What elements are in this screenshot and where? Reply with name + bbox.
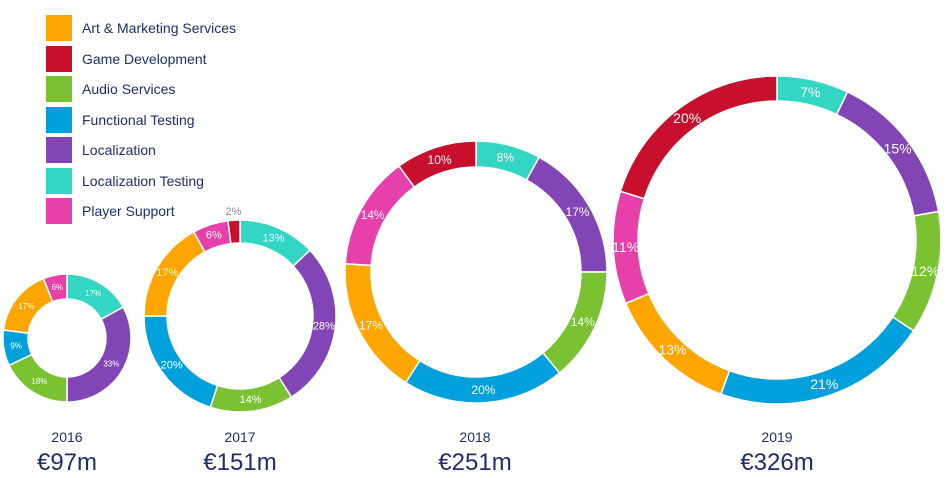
legend-swatch-localization-testing — [46, 167, 72, 194]
legend-swatch-player-support — [46, 198, 72, 225]
slice-label-2018-art-marketing-services: 17% — [359, 319, 383, 333]
legend-item-game-development: Game Development — [46, 44, 236, 75]
slice-label-2018-audio-services: 14% — [571, 315, 595, 329]
slice-2016-player-support — [42, 273, 68, 303]
slice-label-2017-functional-testing: 20% — [161, 360, 183, 372]
slice-label-2016-functional-testing: 9% — [10, 342, 22, 351]
slice-2016-localization — [66, 306, 132, 403]
total-label-2018: €251m — [438, 449, 512, 476]
legend-item-player-support: Player Support — [46, 196, 236, 227]
slice-label-2018-localization-testing: 8% — [497, 151, 515, 165]
slice-2019-game-development — [619, 75, 778, 200]
slice-label-2017-art-marketing-services: 17% — [156, 267, 178, 279]
year-label-2016: 2016 — [51, 429, 83, 445]
total-label-2017: €151m — [203, 449, 277, 476]
legend-label: Game Development — [82, 50, 207, 67]
legend-item-audio-services: Audio Services — [46, 74, 236, 105]
year-label-2019: 2019 — [761, 429, 793, 445]
slice-label-2018-functional-testing: 20% — [471, 383, 495, 397]
slice-label-2017-localization-testing: 13% — [263, 232, 285, 244]
legend-item-localization-testing: Localization Testing — [46, 166, 236, 197]
total-label-2016: €97m — [36, 449, 98, 476]
legend-swatch-audio-services — [46, 76, 72, 103]
slice-label-2018-game-development: 10% — [428, 153, 452, 167]
legend-label: Localization Testing — [82, 172, 204, 189]
slice-label-2017-player-support: 6% — [206, 230, 222, 242]
slice-label-2017-localization: 28% — [313, 321, 335, 333]
year-label-2017: 2017 — [224, 429, 256, 445]
legend-swatch-art-marketing — [46, 15, 72, 42]
year-label-2018: 2018 — [459, 429, 491, 445]
slice-label-2016-art-marketing-services: 17% — [18, 302, 34, 311]
legend-swatch-localization — [46, 137, 72, 164]
slice-label-2019-localization: 15% — [884, 140, 912, 156]
slice-label-2016-player-support: 6% — [52, 283, 64, 292]
slice-label-2016-localization-testing: 17% — [85, 289, 101, 298]
total-label-2019: €326m — [740, 449, 814, 476]
legend-label: Localization — [82, 142, 156, 159]
slice-label-2017-audio-services: 14% — [240, 394, 262, 406]
legend-label: Art & Marketing Services — [82, 20, 237, 37]
slice-label-2019-localization-testing: 7% — [800, 84, 820, 100]
slice-label-2016-audio-services: 18% — [31, 377, 47, 386]
slice-label-2019-game-development: 20% — [673, 110, 701, 126]
slice-2018-game-development — [397, 140, 477, 189]
slice-label-2019-art-marketing-services: 13% — [658, 342, 686, 358]
slice-label-2016-localization: 33% — [103, 360, 119, 369]
slice-label-2018-player-support: 14% — [361, 208, 385, 222]
legend-swatch-game-development — [46, 45, 72, 72]
legend-label: Player Support — [82, 203, 175, 220]
slice-label-2019-audio-services: 12% — [911, 263, 939, 279]
legend: Art & Marketing Services Game Developmen… — [46, 13, 236, 227]
legend-label: Functional Testing — [82, 111, 195, 128]
slice-label-2018-localization: 17% — [566, 205, 590, 219]
legend-item-art-marketing: Art & Marketing Services — [46, 13, 236, 44]
slice-label-2019-functional-testing: 21% — [810, 376, 838, 392]
slice-label-2019-player-support: 11% — [612, 239, 639, 255]
legend-swatch-functional-testing — [46, 106, 72, 133]
legend-item-localization: Localization — [46, 135, 236, 166]
legend-item-functional-testing: Functional Testing — [46, 105, 236, 136]
legend-label: Audio Services — [82, 81, 176, 98]
slice-2017-game-development — [227, 219, 241, 245]
slice-label-2017-game-development: 2% — [226, 206, 242, 218]
